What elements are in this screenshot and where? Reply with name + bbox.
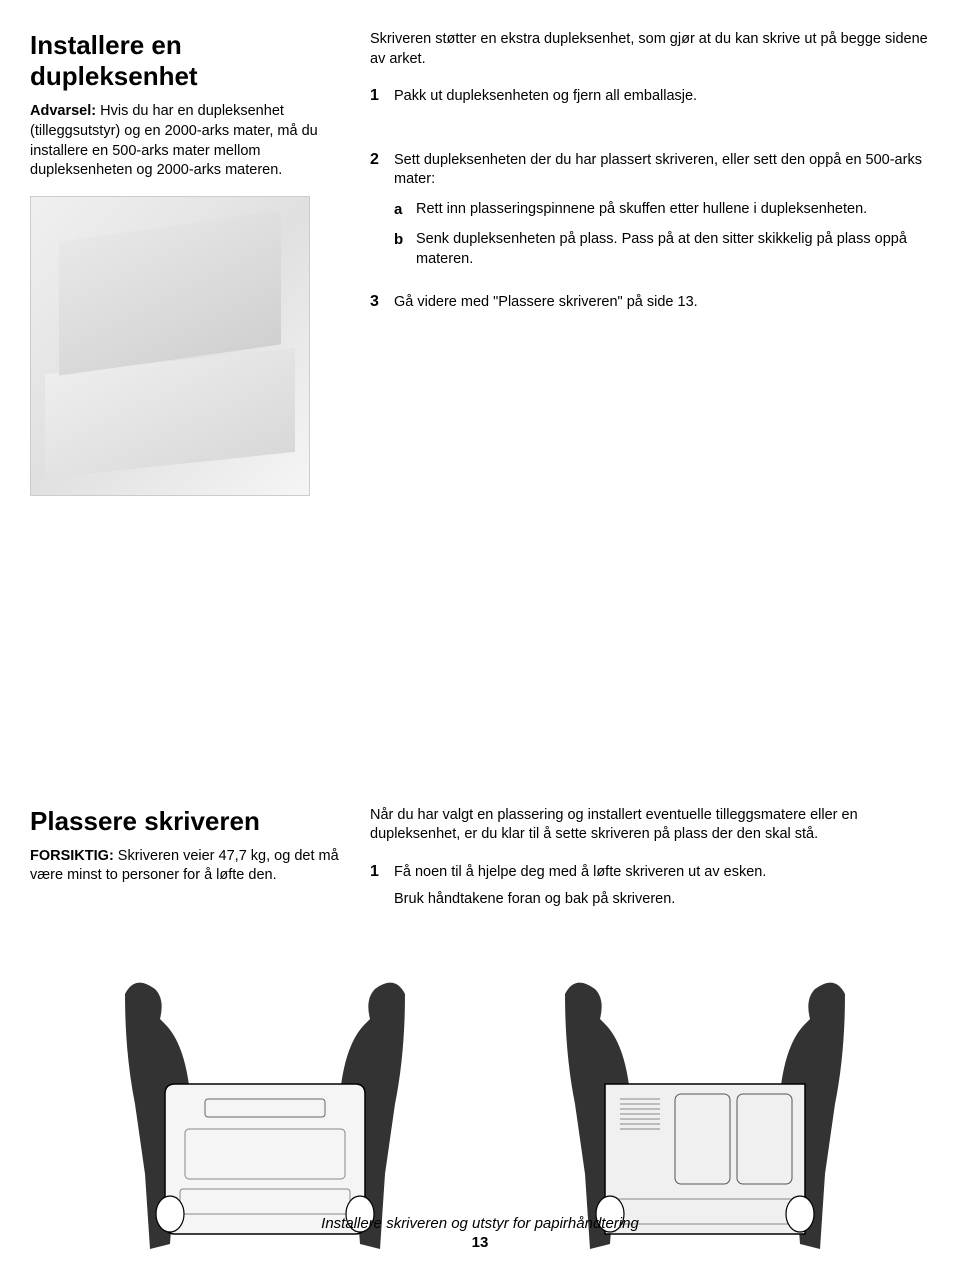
heading-place-printer: Plassere skriveren (30, 806, 340, 837)
sub-letter: a (394, 200, 416, 220)
section-install-duplex: Installere en dupleksenhet Advarsel: Hvi… (30, 30, 940, 496)
sub-text: Senk dupleksenheten på plass. Pass på at… (416, 230, 940, 269)
right-column: Skriveren støtter en ekstra dupleksenhet… (370, 30, 940, 496)
step-text: Sett dupleksenheten der du har plassert … (394, 152, 922, 188)
footer-page-number: 13 (0, 1234, 960, 1251)
sub-list: a Rett inn plasseringspinnene på skuffen… (394, 200, 940, 269)
step-number: 1 (370, 87, 394, 107)
step-text: Pakk ut dupleksenheten og fjern all emba… (394, 87, 940, 107)
sub-step-a: a Rett inn plasseringspinnene på skuffen… (394, 200, 940, 220)
step-list-3: 1 Få noen til å hjelpe deg med å løfte s… (370, 863, 940, 910)
intro-text-2: Når du har valgt en plassering og instal… (370, 806, 940, 845)
step-list: 1 Pakk ut dupleksenheten og fjern all em… (370, 87, 940, 107)
step-1: 1 Pakk ut dupleksenheten og fjern all em… (370, 87, 940, 107)
step-3: 3 Gå videre med "Plassere skriveren" på … (370, 293, 940, 313)
sub-step-b: b Senk dupleksenheten på plass. Pass på … (394, 230, 940, 269)
left-column: Installere en dupleksenhet Advarsel: Hvi… (30, 30, 340, 496)
caution-paragraph: FORSIKTIG: Skriveren veier 47,7 kg, og d… (30, 847, 340, 886)
step-2: 2 Sett dupleksenheten der du har plasser… (370, 151, 940, 280)
duplex-unit-illustration (30, 196, 310, 496)
step-text: Gå videre med "Plassere skriveren" på si… (394, 293, 940, 313)
sub-text: Rett inn plasseringspinnene på skuffen e… (416, 200, 940, 220)
right-column-2: Når du har valgt en plassering og instal… (370, 806, 940, 924)
step-number: 3 (370, 293, 394, 313)
left-column-2: Plassere skriveren FORSIKTIG: Skriveren … (30, 806, 340, 924)
step-line-1: Få noen til å hjelpe deg med å løfte skr… (394, 863, 940, 883)
sub-letter: b (394, 230, 416, 269)
heading-install-duplex: Installere en dupleksenhet (30, 30, 340, 92)
step-text-wrap: Få noen til å hjelpe deg med å løfte skr… (394, 863, 940, 910)
step-list-2: 2 Sett dupleksenheten der du har plasser… (370, 151, 940, 313)
warning-paragraph: Advarsel: Hvis du har en dupleksenhet (t… (30, 102, 340, 180)
warning-label: Advarsel: (30, 103, 96, 119)
page-footer: Installere skriveren og utstyr for papir… (0, 1215, 960, 1251)
step-text-wrap: Sett dupleksenheten der du har plassert … (394, 151, 940, 280)
step-number: 2 (370, 151, 394, 280)
step-line-2: Bruk håndtakene foran og bak på skrivere… (394, 890, 940, 910)
step-number: 1 (370, 863, 394, 910)
caution-label: FORSIKTIG: (30, 848, 114, 864)
section-place-printer: Plassere skriveren FORSIKTIG: Skriveren … (30, 806, 940, 924)
printer-back-body (605, 1084, 805, 1234)
spacer (370, 121, 940, 151)
footer-title: Installere skriveren og utstyr for papir… (0, 1215, 960, 1232)
intro-text: Skriveren støtter en ekstra dupleksenhet… (370, 30, 940, 69)
printer-front-body (165, 1084, 365, 1234)
step-1-place: 1 Få noen til å hjelpe deg med å løfte s… (370, 863, 940, 910)
